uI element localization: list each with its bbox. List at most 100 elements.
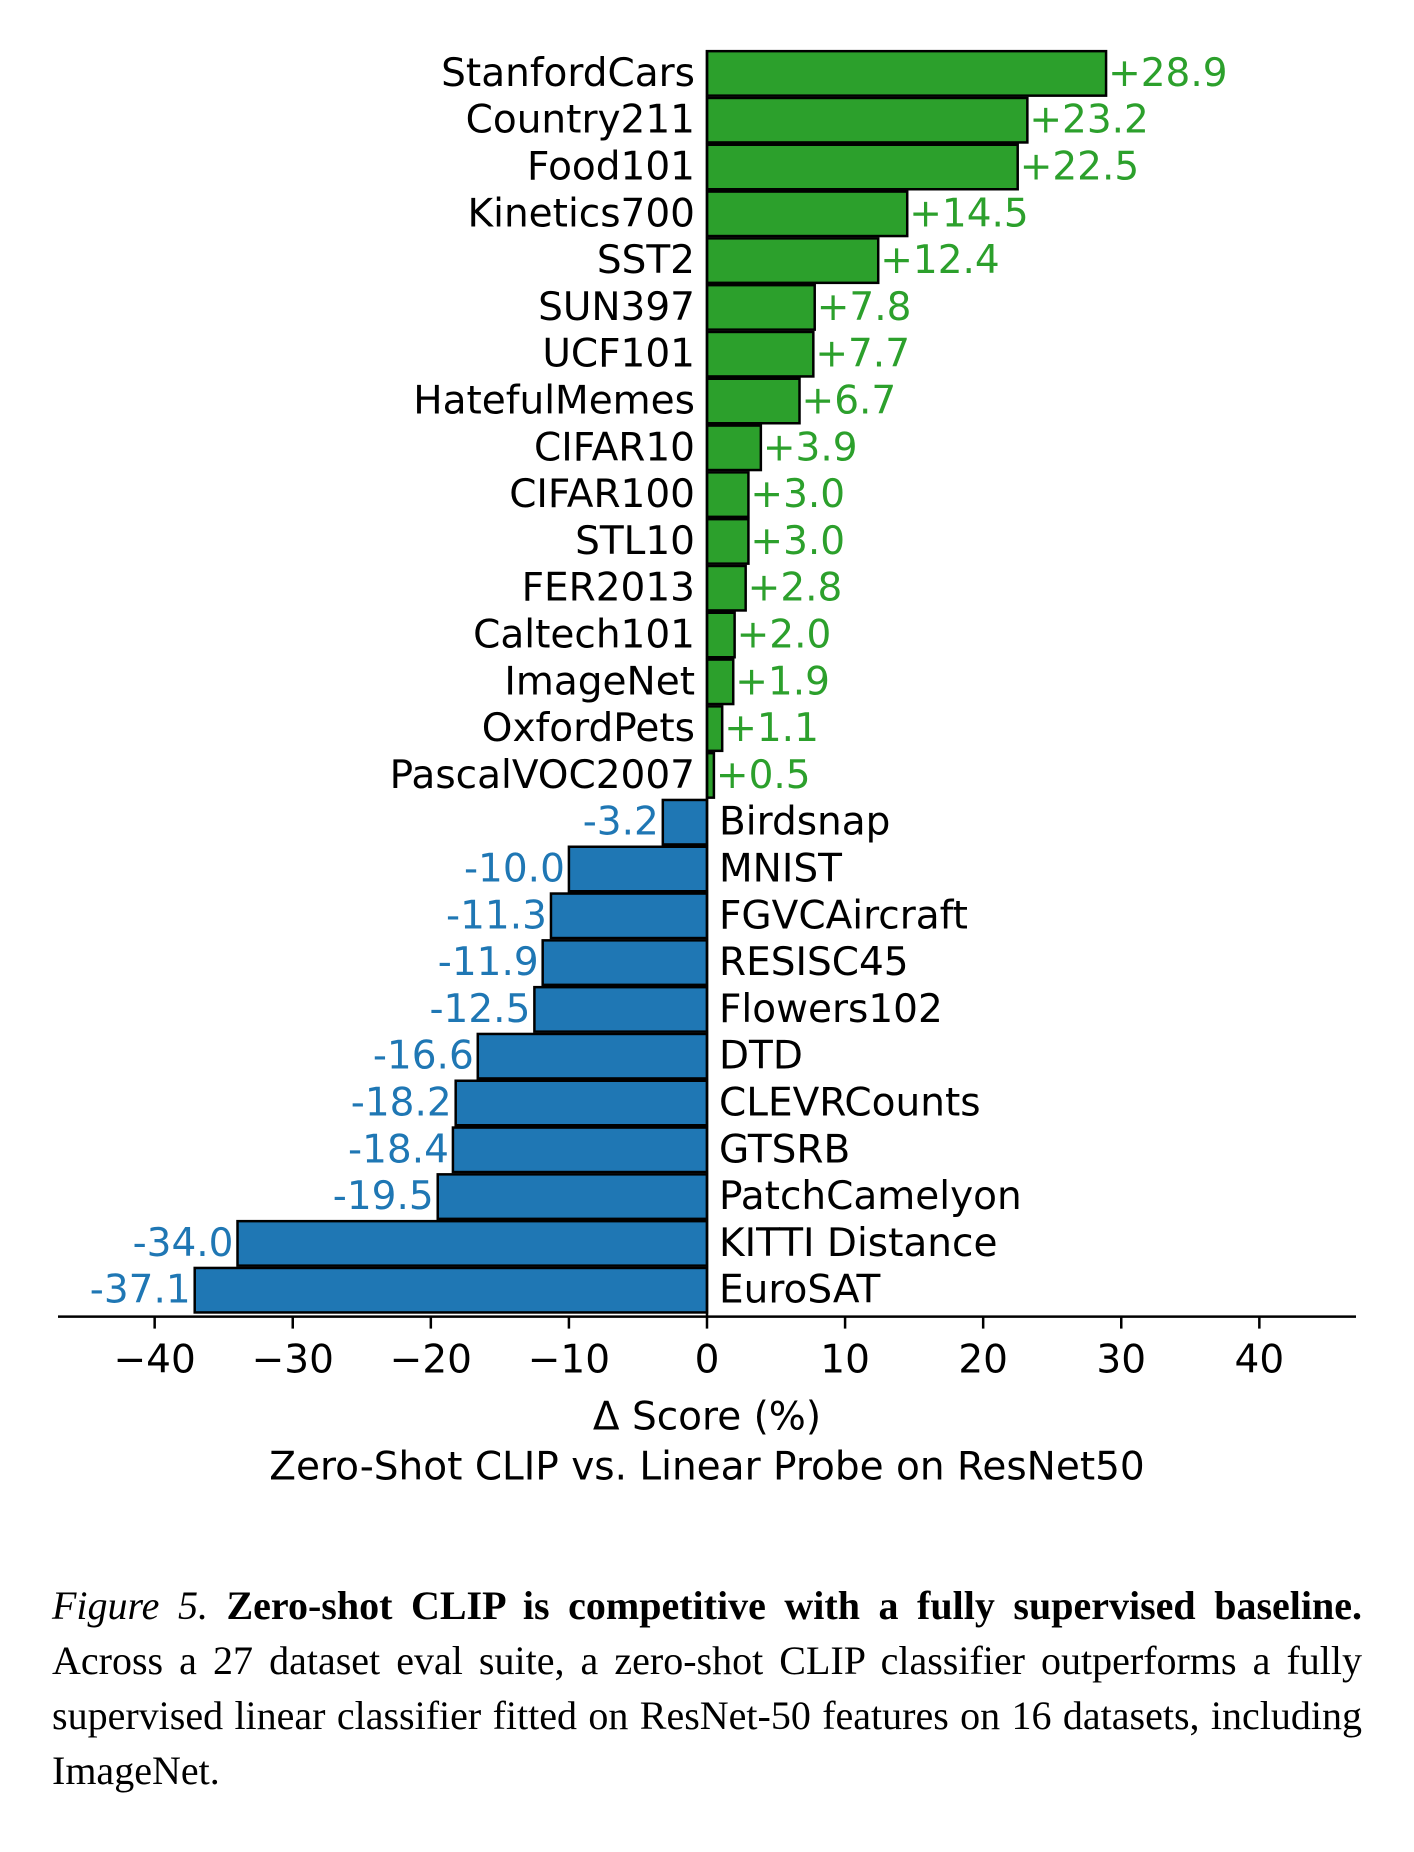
category-label-sun397: SUN397 [538, 285, 695, 330]
value-label-pascalvoc2007: +0.5 [716, 753, 811, 798]
value-label-sst2: +12.4 [880, 238, 1000, 283]
bar-clevrcounts [454, 1079, 709, 1127]
bar-dtd [476, 1032, 709, 1080]
value-label-kitti-distance: -34.0 [133, 1221, 234, 1266]
bar-patchcamelyon [436, 1173, 709, 1221]
x-tick-label: −40 [114, 1338, 196, 1383]
bar-food101 [705, 143, 1019, 191]
value-label-birdsnap: -3.2 [583, 800, 659, 845]
category-label-stanfordcars: StanfordCars [441, 51, 695, 96]
value-label-flowers102: -12.5 [429, 987, 530, 1032]
bar-mnist [567, 845, 709, 893]
x-tick-label: 30 [1096, 1338, 1146, 1383]
value-label-stl10: +3.0 [750, 519, 845, 564]
value-label-fer2013: +2.8 [748, 566, 843, 611]
bar-country211 [705, 96, 1029, 144]
bar-kinetics700 [705, 190, 909, 238]
category-labels: StanfordCarsCountry211Food101Kinetics700… [390, 51, 1022, 1313]
category-label-sst2: SST2 [597, 238, 695, 283]
bar-fer2013 [705, 564, 747, 612]
caption-bold-text: Zero-shot CLIP is competitive with a ful… [226, 1583, 1363, 1628]
bar-fgvcaircraft [549, 892, 709, 940]
category-label-eurosat: EuroSAT [719, 1268, 881, 1313]
category-label-ucf101: UCF101 [542, 332, 695, 377]
value-label-caltech101: +2.0 [737, 613, 832, 658]
category-label-resisc45: RESISC45 [719, 940, 909, 985]
category-label-hatefulmemes: HatefulMemes [413, 379, 695, 424]
category-label-imagenet: ImageNet [504, 659, 695, 704]
category-label-food101: Food101 [527, 145, 695, 190]
x-axis-title: Δ Score (%) [593, 1395, 821, 1440]
category-label-stl10: STL10 [575, 519, 695, 564]
bar-stanfordcars [705, 49, 1108, 97]
bar-oxfordpets [705, 705, 724, 753]
category-label-dtd: DTD [719, 1034, 803, 1079]
value-label-clevrcounts: -18.2 [351, 1081, 452, 1126]
caption-body-text: Across a 27 dataset eval suite, a zero-s… [52, 1638, 1362, 1793]
value-label-stanfordcars: +28.9 [1108, 51, 1228, 96]
value-label-cifar10: +3.9 [763, 425, 858, 470]
value-label-imagenet: +1.9 [735, 659, 830, 704]
bar-cifar100 [705, 471, 750, 519]
value-label-fgvcaircraft: -11.3 [446, 893, 547, 938]
bar-ucf101 [705, 330, 815, 378]
category-label-patchcamelyon: PatchCamelyon [719, 1174, 1022, 1219]
bar-cifar10 [705, 424, 763, 472]
value-label-country211: +23.2 [1029, 98, 1149, 143]
bar-resisc45 [541, 939, 709, 987]
bar-gtsrb [451, 1126, 709, 1174]
category-label-caltech101: Caltech101 [473, 613, 695, 658]
x-tick-label: −20 [390, 1338, 472, 1383]
value-label-kinetics700: +14.5 [909, 191, 1029, 236]
category-label-fer2013: FER2013 [522, 566, 695, 611]
category-label-birdsnap: Birdsnap [719, 800, 890, 845]
value-label-oxfordpets: +1.1 [724, 706, 819, 751]
figure-caption: Figure 5. Zero-shot CLIP is competitive … [52, 1578, 1362, 1798]
value-label-resisc45: -11.9 [438, 940, 539, 985]
bar-stl10 [705, 517, 750, 565]
category-label-country211: Country211 [466, 98, 695, 143]
value-label-sun397: +7.8 [817, 285, 912, 330]
chart-subtitle: Zero-Shot CLIP vs. Linear Probe on ResNe… [269, 1445, 1144, 1490]
value-label-eurosat: -37.1 [90, 1268, 191, 1313]
category-label-kitti-distance: KITTI Distance [719, 1221, 997, 1266]
category-label-mnist: MNIST [719, 847, 842, 892]
value-label-mnist: -10.0 [464, 847, 565, 892]
bar-birdsnap [661, 798, 709, 846]
bar-sun397 [705, 283, 816, 331]
value-label-hatefulmemes: +6.7 [802, 379, 897, 424]
category-label-pascalvoc2007: PascalVOC2007 [390, 753, 695, 798]
value-label-gtsrb: -18.4 [348, 1127, 449, 1172]
value-labels: +28.9+23.2+22.5+14.5+12.4+7.8+7.7+6.7+3.… [90, 51, 1228, 1313]
bar-kitti-distance [236, 1219, 709, 1267]
category-label-flowers102: Flowers102 [719, 987, 943, 1032]
bars [193, 49, 1108, 1317]
x-tick-label: 40 [1235, 1338, 1285, 1383]
x-tick-label: −30 [252, 1338, 334, 1383]
value-label-cifar100: +3.0 [750, 472, 845, 517]
category-label-cifar100: CIFAR100 [509, 472, 695, 517]
value-label-patchcamelyon: -19.5 [333, 1174, 434, 1219]
category-label-kinetics700: Kinetics700 [468, 191, 695, 236]
value-label-food101: +22.5 [1020, 145, 1140, 190]
category-label-oxfordpets: OxfordPets [482, 706, 695, 751]
x-tick-label: 10 [820, 1338, 870, 1383]
category-label-fgvcaircraft: FGVCAircraft [719, 893, 968, 938]
bar-chart: StanfordCarsCountry211Food101Kinetics700… [58, 49, 1356, 1490]
x-tick-label: 0 [695, 1338, 720, 1383]
value-label-ucf101: +7.7 [815, 332, 910, 377]
category-label-clevrcounts: CLEVRCounts [719, 1081, 981, 1126]
bar-sst2 [705, 237, 880, 285]
x-axis-ticks: −40 −30 −20 −10 0 10 20 30 40 [114, 1316, 1285, 1383]
value-label-dtd: -16.6 [373, 1034, 474, 1079]
category-label-gtsrb: GTSRB [719, 1127, 850, 1172]
figure-label: Figure 5. [52, 1583, 208, 1628]
bar-hatefulmemes [705, 377, 801, 425]
category-label-cifar10: CIFAR10 [534, 425, 695, 470]
x-tick-label: −10 [528, 1338, 610, 1383]
x-tick-label: 20 [958, 1338, 1008, 1383]
bar-eurosat [193, 1266, 709, 1314]
bar-flowers102 [533, 985, 709, 1033]
bar-imagenet [705, 658, 735, 706]
bar-caltech101 [705, 611, 736, 659]
